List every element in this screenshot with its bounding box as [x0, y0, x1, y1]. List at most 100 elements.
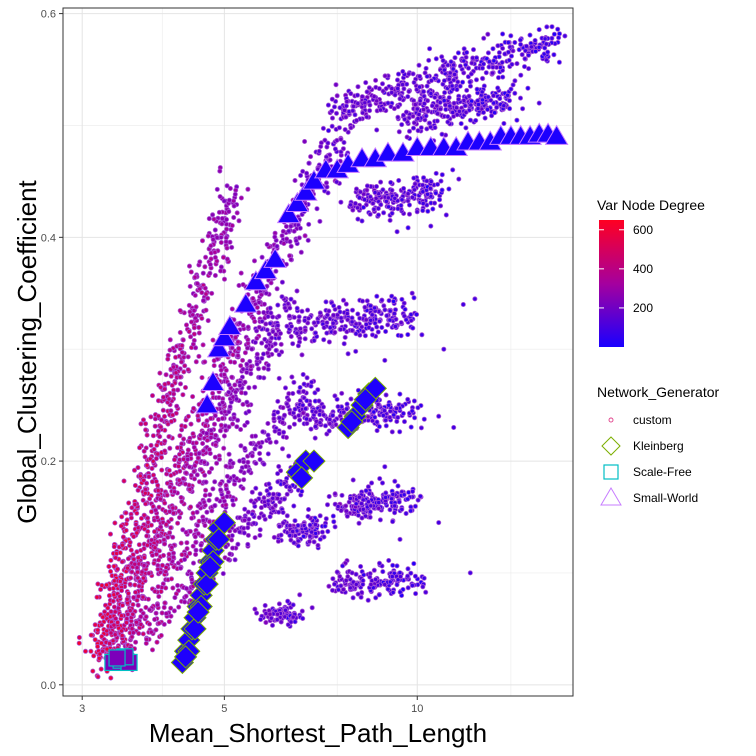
custom-point — [194, 522, 200, 528]
custom-point — [306, 221, 312, 227]
custom-point — [182, 423, 188, 429]
custom-point — [544, 24, 550, 30]
custom-point — [202, 472, 208, 478]
custom-point — [171, 457, 177, 463]
custom-point — [363, 317, 369, 323]
custom-point — [437, 100, 443, 106]
custom-point — [146, 570, 152, 576]
custom-point — [139, 569, 145, 575]
custom-point — [532, 38, 538, 44]
custom-point — [423, 589, 429, 595]
custom-point — [443, 212, 449, 218]
custom-point — [246, 408, 252, 414]
custom-point — [319, 529, 325, 535]
custom-point — [125, 611, 131, 617]
custom-point — [95, 581, 101, 587]
custom-point — [374, 98, 380, 104]
custom-point — [218, 422, 224, 428]
custom-point — [235, 417, 241, 423]
custom-point — [113, 555, 119, 561]
custom-point — [272, 341, 278, 347]
custom-point — [251, 500, 257, 506]
custom-point — [395, 483, 401, 489]
custom-point — [454, 87, 460, 93]
custom-point — [186, 329, 192, 335]
custom-point — [244, 399, 250, 405]
custom-point — [140, 575, 146, 581]
custom-point — [237, 382, 243, 388]
custom-point — [107, 641, 113, 647]
custom-point — [527, 32, 533, 38]
custom-point — [335, 587, 341, 593]
custom-point — [411, 187, 417, 193]
custom-point — [192, 315, 198, 321]
custom-point — [417, 73, 423, 79]
custom-point — [549, 24, 555, 30]
custom-point — [207, 262, 213, 268]
custom-point — [322, 523, 328, 529]
custom-point — [302, 138, 308, 144]
custom-point — [253, 460, 259, 466]
custom-point — [490, 64, 496, 70]
custom-point — [362, 197, 368, 203]
custom-point — [216, 209, 222, 215]
custom-point — [426, 57, 432, 63]
custom-point — [353, 321, 359, 327]
custom-point — [387, 579, 393, 585]
custom-point — [175, 583, 181, 589]
custom-point — [265, 366, 271, 372]
custom-point — [379, 81, 385, 87]
custom-point — [190, 394, 196, 400]
custom-point — [165, 421, 171, 427]
custom-point — [375, 205, 381, 211]
custom-point — [345, 351, 351, 357]
custom-point — [374, 127, 380, 133]
custom-point — [153, 456, 159, 462]
custom-point — [251, 258, 257, 264]
custom-point — [408, 570, 414, 576]
custom-point — [140, 631, 146, 637]
custom-point — [394, 582, 400, 588]
custom-point — [344, 406, 350, 412]
custom-point — [227, 185, 233, 191]
custom-point — [353, 331, 359, 337]
custom-point — [536, 44, 542, 50]
custom-point — [232, 557, 238, 563]
custom-point — [178, 359, 184, 365]
custom-point — [185, 367, 191, 373]
custom-point — [266, 436, 272, 442]
custom-point — [308, 154, 314, 160]
custom-point — [349, 319, 355, 325]
custom-point — [461, 58, 467, 64]
custom-point — [210, 212, 216, 218]
custom-point — [173, 370, 179, 376]
custom-point — [135, 575, 141, 581]
custom-point — [335, 503, 341, 509]
custom-point — [208, 243, 214, 249]
custom-point — [518, 72, 524, 78]
custom-point — [398, 320, 404, 326]
custom-point — [364, 187, 370, 193]
custom-point — [129, 626, 135, 632]
shape-legend-label: Kleinberg — [633, 439, 684, 453]
custom-point — [381, 303, 387, 309]
custom-point — [91, 653, 97, 659]
custom-point — [212, 249, 218, 255]
custom-point — [411, 80, 417, 86]
smallworld-point — [217, 314, 242, 336]
custom-point — [176, 604, 182, 610]
custom-point — [379, 324, 385, 330]
custom-point — [171, 564, 177, 570]
custom-point — [138, 421, 144, 427]
custom-point — [238, 195, 244, 201]
custom-point — [212, 479, 218, 485]
custom-point — [399, 197, 405, 203]
custom-point — [284, 236, 290, 242]
custom-point — [131, 556, 137, 562]
custom-point — [364, 298, 370, 304]
custom-point — [400, 410, 406, 416]
custom-point — [438, 178, 444, 184]
custom-point — [158, 417, 164, 423]
custom-point — [377, 318, 383, 324]
custom-point — [397, 96, 403, 102]
